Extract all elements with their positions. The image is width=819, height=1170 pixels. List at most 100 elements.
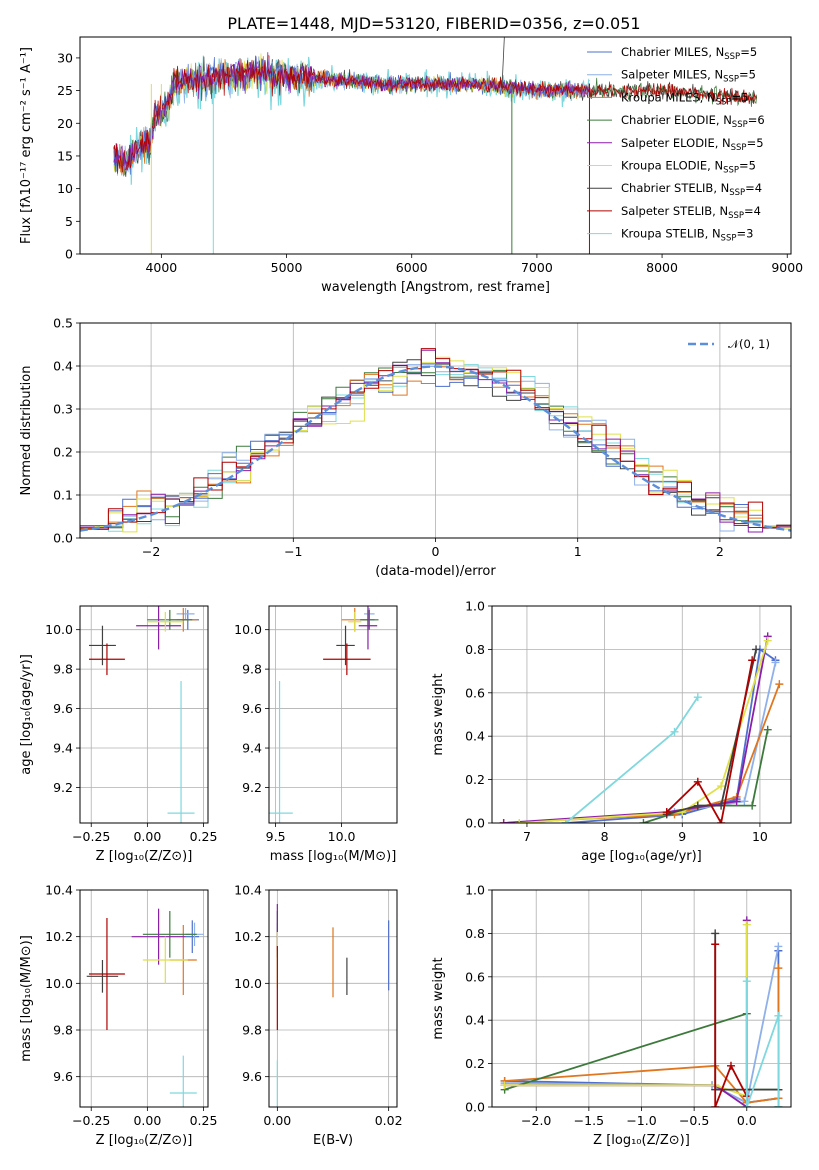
- x-axis-label: Z [log₁₀(Z/Z⊙)]: [593, 1133, 690, 1148]
- legend-label: Chabrier MILES, NSSP=5: [621, 45, 757, 62]
- y-tick-label: 25: [57, 83, 73, 98]
- legend-label: Salpeter ELODIE, NSSP=5: [621, 136, 764, 153]
- y-tick-label: 20: [57, 116, 73, 131]
- errorbar-point: [86, 960, 119, 993]
- weight-marker: [515, 819, 524, 823]
- weight-marker: [752, 645, 761, 654]
- axes-frame: [491, 605, 792, 824]
- legend-nssp-prefix: N: [721, 181, 730, 195]
- y-tick-label: 10: [57, 181, 73, 196]
- legend-nssp-sub: SSP: [731, 143, 747, 153]
- y-tick-label: 0.2: [465, 1056, 485, 1071]
- x-axis-label: Z [log₁₀(Z/Z⊙)]: [96, 849, 193, 864]
- y-tick-label: 9.4: [53, 741, 73, 756]
- y-tick-label: 9.6: [53, 1069, 73, 1084]
- weight-marker: [711, 940, 720, 949]
- errorbar-point: [88, 918, 125, 1030]
- legend-model-name: Chabrier STELIB,: [621, 181, 721, 195]
- weight-marker: [774, 1011, 783, 1020]
- axes-frame: [268, 605, 398, 824]
- legend-nssp-value: =3: [736, 227, 753, 241]
- x-tick-label: −0.5: [679, 1113, 709, 1128]
- y-tick-label: 9.8: [53, 1023, 73, 1038]
- errorbar-point: [147, 611, 184, 632]
- y-tick-label: 9.8: [242, 662, 262, 677]
- legend-nssp-prefix: N: [716, 45, 725, 59]
- legend-model-name: Chabrier MILES,: [621, 45, 716, 59]
- errorbar-point: [323, 643, 371, 676]
- weight-marker: [774, 942, 783, 951]
- y-tick-label: 0.8: [465, 642, 485, 657]
- errorbar-point: [167, 680, 195, 823]
- errorbar-point: [131, 908, 186, 965]
- axes-frame: [79, 605, 209, 824]
- weight-line: [745, 981, 780, 1107]
- legend-nssp-sub: SSP: [724, 52, 740, 62]
- x-tick-label: 0.02: [375, 1113, 403, 1128]
- y-tick-label: 10.0: [45, 976, 73, 991]
- plot-area: [86, 908, 204, 1107]
- weight-marker: [742, 1103, 751, 1107]
- legend-nssp-prefix: N: [707, 90, 716, 104]
- panel-mass-vs-z: −0.25 0.00 0.25 9.6 9.8 10.0 10.2 10.4 Z [log₁₀(…: [19, 883, 217, 1149]
- panel-mass-vs-ebv: 0.00 0.02 9.6 9.8 10.0 10.2 10.4 E(B-V): [234, 883, 402, 1149]
- errorbar-point: [185, 920, 200, 953]
- y-tick-label: 0.2: [465, 772, 485, 787]
- y-tick-label: 9.6: [242, 701, 262, 716]
- x-tick-label: 0.25: [190, 829, 218, 844]
- weight-line: [643, 729, 769, 823]
- legend-label: Kroupa ELODIE, NSSP=5: [621, 159, 756, 176]
- panel-weight-vs-age: 7 8 9 10 0.0 0.2 0.4 0.6 0.8 1.0 age [log₁₀(age/yr…: [431, 599, 792, 864]
- y-tick-label: 10.0: [45, 622, 73, 637]
- weight-line: [519, 640, 769, 823]
- weight-marker: [693, 801, 702, 810]
- weight-line: [503, 636, 769, 823]
- histogram-step: [80, 366, 791, 530]
- y-tick-label: 10.0: [234, 976, 262, 991]
- y-axis-label: mass [log₁₀(M/M⊙)]: [19, 935, 34, 1062]
- legend-model-name: Salpeter ELODIE,: [621, 136, 722, 150]
- errorbar-point: [142, 911, 197, 958]
- x-tick-label: −1.0: [626, 1113, 656, 1128]
- y-tick-label: 15: [57, 148, 73, 163]
- weight-marker: [711, 1103, 720, 1107]
- legend-nssp-prefix: N: [714, 159, 723, 173]
- weight-marker: [740, 797, 749, 806]
- y-tick-label: 9.2: [242, 780, 262, 795]
- x-tick-label: −1.5: [574, 1113, 604, 1128]
- legend-nssp-sub: SSP: [729, 188, 745, 198]
- errorbar-point: [348, 611, 362, 632]
- y-tick-label: 9.4: [242, 741, 262, 756]
- weight-marker: [771, 658, 780, 667]
- y-axis-label: Flux [fλ10⁻¹⁷ erg cm⁻² s⁻¹ A⁻¹]: [19, 47, 34, 244]
- plot-area: [88, 606, 200, 823]
- y-tick-label: 9.8: [242, 1023, 262, 1038]
- axes-frame: [79, 322, 792, 539]
- axes-frame: [491, 889, 792, 1108]
- normal-curve: [80, 365, 791, 532]
- errorbar-point: [88, 625, 116, 666]
- y-tick-label: 0.6: [465, 685, 485, 700]
- legend-nssp-prefix: N: [714, 68, 723, 82]
- plot-area: [499, 632, 784, 823]
- legend-nssp-prefix: N: [722, 136, 731, 150]
- errorbar-point: [269, 680, 293, 823]
- y-tick-label: 0.2: [53, 445, 73, 460]
- legend-model-name: Kroupa STELIB,: [621, 227, 712, 241]
- legend-nssp-value: =4: [745, 181, 762, 195]
- legend-label: Chabrier ELODIE, NSSP=6: [621, 113, 765, 130]
- weight-marker: [763, 725, 772, 734]
- weight-marker: [742, 920, 751, 929]
- y-tick-label: 5: [65, 214, 73, 229]
- errorbar-point: [360, 609, 379, 630]
- panel-residuals: −2 −1 0 1 2 0.0 0.1 0.2 0.3 0.4 0.5 (data-model)/er…: [19, 316, 792, 579]
- y-axis-label: Normed distribution: [19, 366, 34, 496]
- y-tick-label: 1.0: [465, 883, 485, 898]
- y-tick-label: 0.4: [53, 359, 73, 374]
- y-axis-label: age [log₁₀(age/yr)]: [19, 654, 34, 775]
- x-tick-label: −0.25: [72, 829, 110, 844]
- y-tick-label: 30: [57, 50, 73, 65]
- x-tick-label: 4000: [145, 260, 177, 275]
- y-tick-label: 0.5: [53, 316, 73, 331]
- axes-frame: [79, 36, 792, 255]
